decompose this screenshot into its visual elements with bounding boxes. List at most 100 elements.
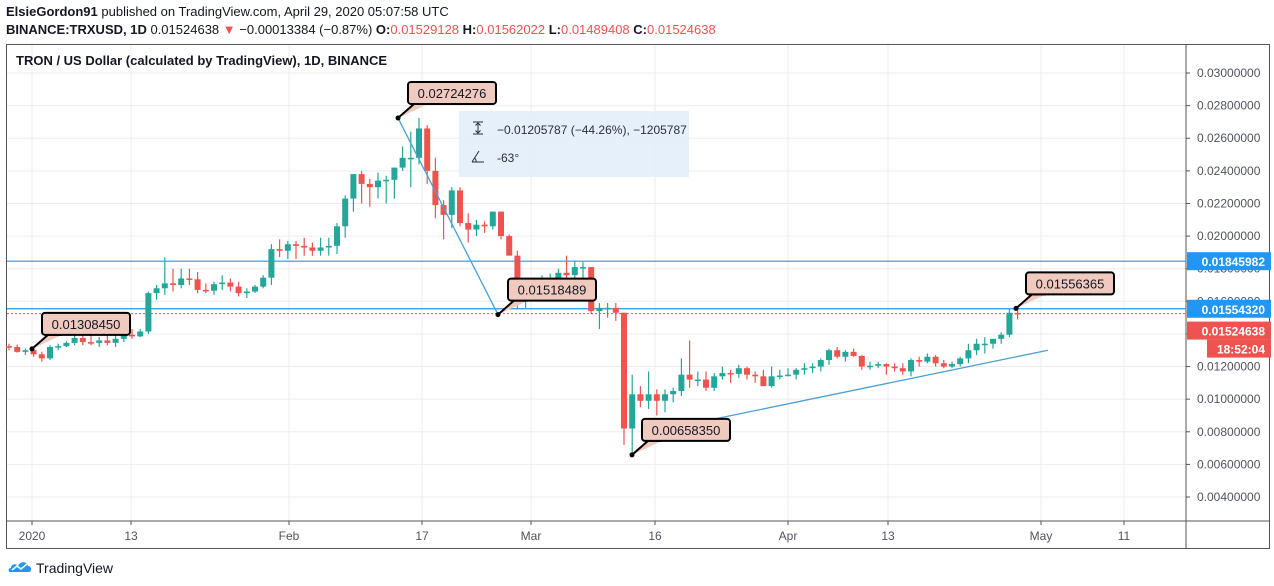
- candle[interactable]: [465, 213, 472, 243]
- candle[interactable]: [875, 361, 882, 369]
- candle[interactable]: [38, 351, 45, 362]
- candle[interactable]: [129, 329, 135, 339]
- candle[interactable]: [284, 240, 291, 259]
- candle[interactable]: [399, 146, 406, 171]
- candle[interactable]: [498, 211, 504, 240]
- candle[interactable]: [350, 174, 357, 212]
- candle[interactable]: [981, 337, 988, 354]
- candle[interactable]: [998, 332, 1005, 344]
- candle[interactable]: [293, 240, 299, 259]
- candle[interactable]: [653, 389, 660, 416]
- candle[interactable]: [809, 363, 816, 374]
- candle[interactable]: [801, 363, 808, 375]
- candle[interactable]: [22, 348, 29, 356]
- candle[interactable]: [137, 329, 144, 338]
- price-callout[interactable]: 0.02724276: [395, 80, 497, 121]
- trend-line[interactable]: [699, 349, 1049, 423]
- candle[interactable]: [908, 358, 914, 377]
- candle[interactable]: [604, 302, 611, 318]
- candle[interactable]: [14, 344, 21, 353]
- candle[interactable]: [752, 371, 759, 383]
- candle[interactable]: [826, 348, 832, 365]
- candle[interactable]: [1006, 308, 1013, 338]
- candle[interactable]: [563, 255, 570, 281]
- candle[interactable]: [211, 281, 217, 295]
- candle[interactable]: [71, 335, 78, 346]
- price-callout[interactable]: 0.01518489: [495, 277, 597, 318]
- candle[interactable]: [883, 363, 890, 375]
- candle[interactable]: [161, 257, 168, 295]
- trend-line[interactable]: [397, 117, 499, 315]
- candle[interactable]: [629, 374, 636, 455]
- candle[interactable]: [47, 345, 53, 361]
- candle[interactable]: [6, 343, 12, 351]
- candle[interactable]: [145, 291, 152, 334]
- candle[interactable]: [252, 285, 258, 294]
- candle[interactable]: [785, 368, 791, 377]
- candle[interactable]: [645, 371, 652, 409]
- candle[interactable]: [842, 350, 849, 362]
- candle[interactable]: [768, 366, 775, 388]
- candle[interactable]: [391, 167, 398, 199]
- candle[interactable]: [317, 237, 324, 256]
- price-callout[interactable]: 0.00658350: [629, 417, 731, 458]
- candle[interactable]: [793, 368, 800, 380]
- candle[interactable]: [481, 221, 488, 233]
- price-callout[interactable]: 0.01556365: [1013, 271, 1115, 311]
- tradingview-logo[interactable]: TradingView: [8, 558, 113, 577]
- candle[interactable]: [621, 312, 627, 445]
- candle[interactable]: [219, 275, 226, 290]
- candle[interactable]: [448, 187, 455, 228]
- candle[interactable]: [940, 360, 947, 369]
- candle[interactable]: [678, 358, 685, 396]
- candle[interactable]: [440, 200, 447, 240]
- price-axis[interactable]: 0.03000000 0.02800000 0.02600000 0.02400000…: [1186, 66, 1261, 504]
- candle[interactable]: [670, 387, 677, 403]
- candle[interactable]: [506, 234, 513, 256]
- candle[interactable]: [358, 170, 365, 204]
- candle[interactable]: [194, 271, 201, 294]
- candle[interactable]: [924, 353, 931, 364]
- candle[interactable]: [334, 223, 340, 255]
- candle[interactable]: [301, 237, 308, 256]
- candle[interactable]: [342, 195, 349, 238]
- candle[interactable]: [899, 363, 906, 375]
- publisher-name[interactable]: ElsieGordon91: [6, 4, 98, 19]
- time-axis[interactable]: 2020 13 Feb 17 Mar 16 Apr 13 May 11: [19, 521, 1131, 543]
- candle[interactable]: [949, 361, 955, 369]
- candle[interactable]: [580, 262, 586, 279]
- candle[interactable]: [858, 355, 865, 370]
- candle[interactable]: [457, 187, 463, 227]
- candle[interactable]: [694, 371, 701, 387]
- candle[interactable]: [227, 278, 234, 292]
- candle[interactable]: [375, 172, 381, 199]
- candle[interactable]: [834, 346, 841, 359]
- candle[interactable]: [96, 337, 103, 347]
- candle[interactable]: [235, 281, 242, 297]
- candle[interactable]: [309, 242, 316, 256]
- candle[interactable]: [916, 356, 923, 367]
- candle[interactable]: [735, 364, 742, 378]
- candle[interactable]: [186, 268, 193, 286]
- candle[interactable]: [243, 288, 250, 299]
- candle[interactable]: [957, 356, 964, 367]
- candle[interactable]: [473, 219, 480, 237]
- candle[interactable]: [965, 343, 972, 364]
- candle[interactable]: [686, 340, 693, 388]
- candle[interactable]: [178, 268, 185, 289]
- candle[interactable]: [260, 275, 267, 289]
- candle[interactable]: [383, 175, 390, 204]
- candle[interactable]: [489, 211, 496, 230]
- candle[interactable]: [744, 366, 750, 380]
- candle[interactable]: [703, 371, 709, 392]
- candle[interactable]: [276, 239, 283, 258]
- candle[interactable]: [891, 363, 898, 372]
- candle[interactable]: [973, 338, 980, 356]
- candle[interactable]: [817, 358, 824, 372]
- candle[interactable]: [432, 157, 439, 219]
- candle[interactable]: [416, 118, 422, 165]
- candle[interactable]: [932, 355, 939, 367]
- candle[interactable]: [202, 283, 209, 294]
- candle[interactable]: [407, 131, 414, 188]
- price-callout[interactable]: 0.01308450: [29, 311, 131, 352]
